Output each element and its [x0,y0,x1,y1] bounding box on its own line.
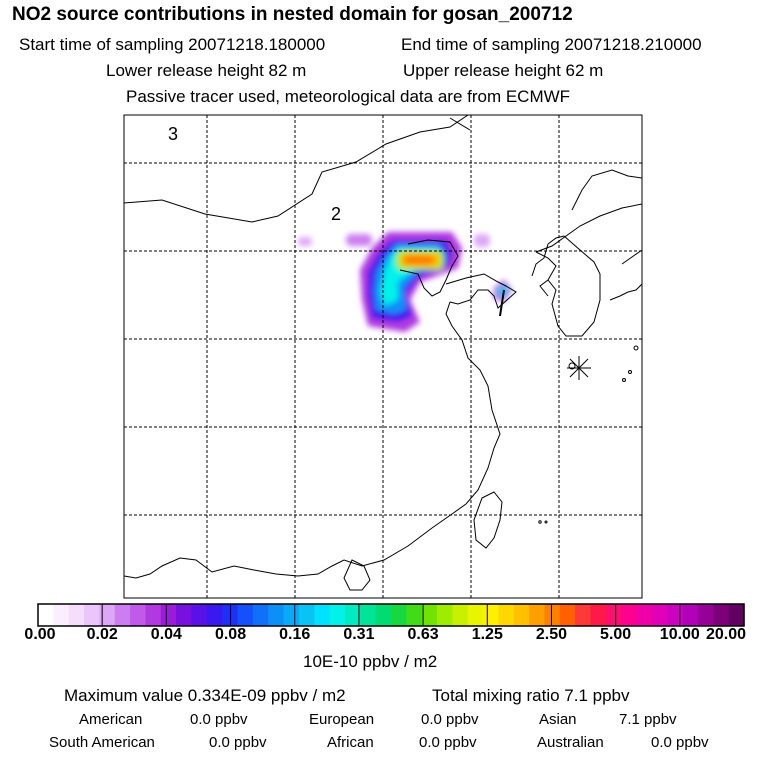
no2-plume [298,232,512,332]
colorbar-cell [498,604,515,626]
colorbar-cell [298,604,315,626]
source-value: 0.0 ppbv [421,711,479,728]
plot-title: NO2 source contributions in nested domai… [12,4,573,25]
colorbar-cell [38,604,54,626]
colorbar-cell [360,604,377,626]
tracer-note: Passive tracer used, meteorological data… [126,87,571,106]
colorbar-tick-label: 0.00 [24,626,56,643]
colorbar-cell [575,604,592,626]
source-value: 0.0 ppbv [190,711,248,728]
colorbar-cell [375,604,392,626]
colorbar-cell [344,604,361,626]
colorbar-cell [114,604,131,626]
colorbar-tick-label: 10.00 [659,626,700,643]
colorbar-cell [68,604,85,626]
colorbar-cell [682,604,699,626]
source-name: Australian [537,734,604,751]
colorbar-unit: 10E-10 ppbv / m2 [303,652,438,671]
colorbar-cell [160,604,177,626]
domain-label-nested: 2 [331,204,341,224]
colorbar-cell [206,604,223,626]
colorbar-cells [38,604,745,626]
colorbar-tick-label: 5.00 [600,626,632,643]
max-value-label: Maximum value 0.334E-09 ppbv / m2 [64,686,346,705]
source-name: European [309,711,375,728]
colorbar-cell [697,604,714,626]
colorbar-cell [713,604,730,626]
end-time-label: End time of sampling 20071218.210000 [401,35,702,54]
colorbar-cell [529,604,546,626]
colorbar-dividers [101,604,681,626]
lat-lon-grid [124,115,642,598]
source-name: American [79,711,143,728]
colorbar-cell [437,604,453,626]
colorbar-cell [53,604,70,626]
source-value: 0.0 ppbv [209,734,267,751]
colorbar-cell [513,604,530,626]
station-track [499,289,505,317]
colorbar-cell [590,604,607,626]
source-value: 0.0 ppbv [651,734,709,751]
colorbar-cell [191,604,208,626]
colorbar-cell [621,604,638,626]
colorbar-cell [329,604,346,626]
source-value: 0.0 ppbv [419,734,477,751]
colorbar-tick-label: 2.50 [535,626,568,643]
asterisk-icon [567,356,591,380]
colorbar-cell [406,604,423,626]
colorbar-cell [483,604,500,626]
colorbar-cell [99,604,116,626]
colorbar-cell [391,604,407,626]
colorbar-cell [605,604,622,626]
colorbar-tick-label: 20.00 [705,626,747,643]
colorbar-cell [283,604,300,626]
total-mixing-label: Total mixing ratio 7.1 ppbv [432,686,630,705]
colorbar-cell [667,604,684,626]
lower-release-label: Lower release height 82 m [106,61,307,80]
colorbar-tick-label: 0.02 [86,626,118,643]
colorbar-cell [636,604,653,626]
colorbar-cell [268,604,285,626]
colorbar-cell [559,604,576,626]
colorbar-cell [176,604,193,626]
map-frame [123,114,643,599]
colorbar-tick-label: 0.08 [214,626,247,643]
source-name: African [327,734,374,751]
colorbar-tick-label: 0.16 [279,626,311,643]
domain-label-outer: 3 [168,124,178,144]
colorbar-tick-label: 0.31 [343,626,375,643]
upper-release-label: Upper release height 62 m [403,61,604,80]
colorbar-tick-label: 0.63 [407,626,439,643]
colorbar-frame [37,603,745,627]
colorbar-cell [84,604,100,626]
colorbar-cell [145,604,162,626]
colorbar-cell [130,604,147,626]
colorbar-cell [651,604,668,626]
colorbar-cell [252,604,269,626]
source-name: South American [49,734,155,751]
colorbar-cell [314,604,331,626]
source-name: Asian [539,711,577,728]
colorbar-cell [237,604,254,626]
colorbar-cell [452,604,469,626]
coastlines [124,115,642,591]
source-value: 7.1 ppbv [619,711,677,728]
start-time-label: Start time of sampling 20071218.180000 [19,35,326,54]
colorbar-cell [467,604,484,626]
colorbar-tick-label: 1.25 [471,626,503,643]
colorbar-tick-label: 0.04 [150,626,182,643]
colorbar-cell [544,604,561,626]
colorbar-cell [728,604,745,626]
colorbar-cell [421,604,438,626]
small-islands [538,345,639,524]
